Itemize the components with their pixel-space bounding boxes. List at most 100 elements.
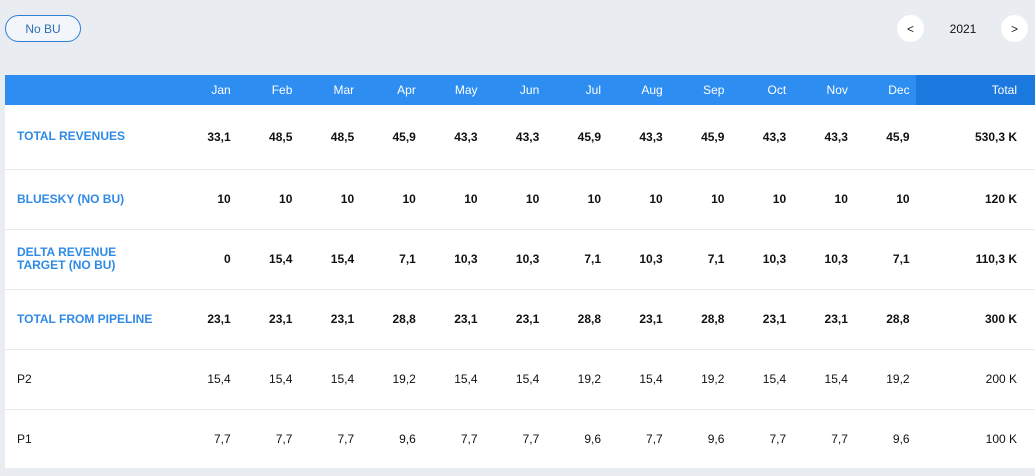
month-value: 23,1	[421, 289, 484, 350]
month-value: 10	[607, 169, 669, 230]
month-value: 15,4	[483, 349, 546, 410]
month-value: 9,6	[892, 432, 910, 447]
month-value: 23,1	[298, 289, 361, 350]
month-value: 15,4	[298, 229, 361, 290]
revenue-table: Jan Feb Mar Apr May Jun Jul Aug Sep Oct Nov Dec Tota…	[5, 75, 1035, 468]
month-value: 7,7	[337, 432, 355, 447]
table-row: TOTAL FROM PIPELINE 23,1 23,1 23,1 28,8 23,1 2…	[5, 289, 1035, 350]
month-value: 23,1	[792, 289, 854, 350]
month-value: 10	[421, 169, 484, 230]
header-month: Feb	[236, 75, 299, 105]
month-value: 7,1	[545, 229, 607, 290]
month-value: 23,1	[730, 289, 793, 350]
month-value: 10	[730, 169, 793, 230]
year-label: 2021	[949, 21, 977, 36]
row-total: 110,3 K	[915, 229, 1035, 290]
header-month: Mar	[298, 75, 361, 105]
month-value: 10	[236, 169, 299, 230]
header-label-cell	[5, 75, 175, 105]
header-month: Oct	[730, 75, 793, 105]
month-value: 15,4	[607, 349, 669, 410]
month-value: 10,3	[730, 229, 793, 290]
month-value: 7,7	[831, 432, 848, 447]
month-value: 19,2	[668, 349, 731, 410]
month-value: 43,3	[607, 105, 669, 170]
month-value: 10	[298, 169, 361, 230]
month-value: 45,9	[853, 105, 916, 170]
month-value: 0	[174, 229, 237, 290]
month-value: 19,2	[545, 349, 607, 410]
next-year-button[interactable]: >	[1001, 15, 1028, 42]
month-value: 10,3	[607, 229, 669, 290]
month-value: 7,7	[275, 432, 293, 447]
month-value: 15,4	[236, 229, 299, 290]
row-label: DELTA REVENUE TARGET (NO BU)	[5, 229, 175, 290]
bu-filter-button[interactable]: No BU	[5, 15, 81, 42]
month-value: 15,4	[730, 349, 793, 410]
month-value: 10	[545, 169, 607, 230]
month-value: 7,7	[460, 432, 478, 447]
month-value: 28,8	[668, 289, 731, 350]
month-value: 7,7	[214, 432, 231, 447]
month-value: 28,8	[360, 289, 422, 350]
row-label: TOTAL REVENUES	[5, 105, 175, 170]
header-month: Jan	[174, 75, 237, 105]
table-row: P1 7,7 7,7 7,7 9,6 7,7 7,7 9,6 7,7 9,6 7,7 7,7 9,6 10…	[5, 409, 1035, 469]
month-value: 10	[668, 169, 731, 230]
header-month: Dec	[853, 75, 916, 105]
month-value: 15,4	[298, 349, 361, 410]
month-value: 10	[174, 169, 237, 230]
month-value: 7,7	[769, 432, 787, 447]
month-value: 28,8	[545, 289, 607, 350]
month-value: 15,4	[792, 349, 854, 410]
table-row: P2 15,4 15,4 15,4 19,2 15,4 15,4 19,2 15,4 19,2 15…	[5, 349, 1035, 410]
row-label: BLUESKY (NO BU)	[5, 169, 175, 230]
month-value: 10	[483, 169, 546, 230]
month-value: 43,3	[421, 105, 484, 170]
previous-year-button[interactable]: <	[897, 15, 924, 42]
header-total: Total	[915, 75, 1035, 105]
header-month: Jun	[483, 75, 546, 105]
month-value: 19,2	[360, 349, 422, 410]
month-value: 23,1	[607, 289, 669, 350]
month-value: 7,1	[360, 229, 422, 290]
month-value: 19,2	[853, 349, 916, 410]
month-value: 9,6	[707, 432, 725, 447]
row-total: 100 K	[985, 432, 1017, 447]
table-header-row: Jan Feb Mar Apr May Jun Jul Aug Sep Oct Nov Dec Tota…	[5, 75, 1035, 105]
table-row: BLUESKY (NO BU) 10 10 10 10 10 10 10 10 10 10 10 10 1…	[5, 169, 1035, 230]
row-label: TOTAL FROM PIPELINE	[5, 289, 175, 350]
month-value: 10,3	[421, 229, 484, 290]
month-value: 23,1	[174, 289, 237, 350]
header-month: Jul	[545, 75, 607, 105]
month-value: 7,7	[646, 432, 663, 447]
month-value: 15,4	[174, 349, 237, 410]
header-month: Nov	[792, 75, 854, 105]
month-value: 33,1	[174, 105, 237, 170]
row-total: 200 K	[915, 349, 1035, 410]
month-value: 15,4	[421, 349, 484, 410]
month-value: 10	[853, 169, 916, 230]
row-total: 530,3 K	[915, 105, 1035, 170]
month-value: 10,3	[483, 229, 546, 290]
month-value: 43,3	[792, 105, 854, 170]
row-total: 120 K	[915, 169, 1035, 230]
month-value: 48,5	[298, 105, 361, 170]
table-row: DELTA REVENUE TARGET (NO BU) 0 15,4 15,4 7,1…	[5, 229, 1035, 290]
month-value: 7,7	[522, 432, 540, 447]
month-value: 10	[360, 169, 422, 230]
month-value: 28,8	[853, 289, 916, 350]
month-value: 7,1	[853, 229, 916, 290]
month-value: 48,5	[236, 105, 299, 170]
month-value: 45,9	[668, 105, 731, 170]
header-month: Apr	[360, 75, 422, 105]
month-value: 45,9	[545, 105, 607, 170]
month-value: 9,6	[584, 432, 601, 447]
month-value: 15,4	[236, 349, 299, 410]
month-value: 43,3	[730, 105, 793, 170]
month-value: 45,9	[360, 105, 422, 170]
header-month: Sep	[668, 75, 731, 105]
row-label: P1	[17, 431, 32, 446]
month-value: 9,6	[399, 432, 416, 447]
table-row: TOTAL REVENUES 33,1 48,5 48,5 45,9 43,3 43,3 45…	[5, 105, 1035, 170]
